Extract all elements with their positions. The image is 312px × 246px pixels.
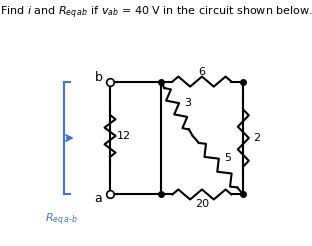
Text: 20: 20 — [195, 199, 209, 209]
Text: $R_{eq\,a\text{-}b}$: $R_{eq\,a\text{-}b}$ — [45, 211, 78, 228]
Text: b: b — [95, 71, 103, 84]
Text: 5: 5 — [224, 153, 232, 163]
Text: Find $i$ and $R_{eq\,ab}$ if $v_{ab}$ = 40 V in the circuit shown below.: Find $i$ and $R_{eq\,ab}$ if $v_{ab}$ = … — [0, 5, 312, 21]
Text: a: a — [95, 192, 102, 205]
Text: 3: 3 — [184, 98, 191, 108]
Text: 2: 2 — [254, 133, 261, 143]
Text: 12: 12 — [117, 131, 131, 141]
Text: 6: 6 — [198, 67, 206, 77]
